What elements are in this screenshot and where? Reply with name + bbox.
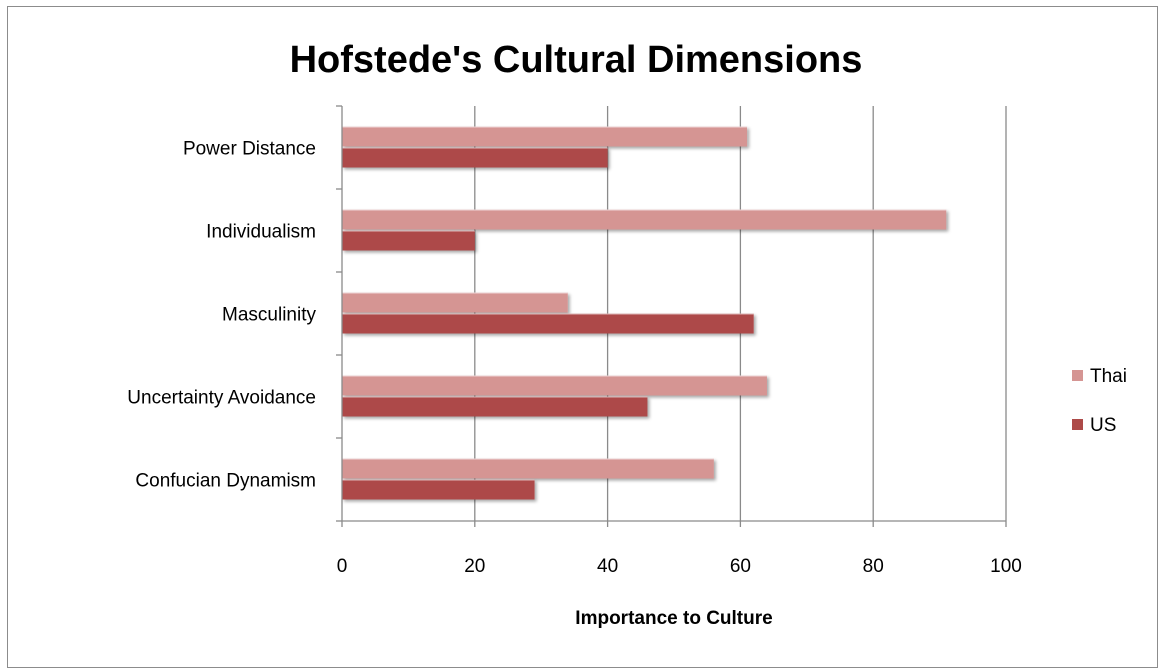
category-label: Confucian Dynamism <box>135 471 316 492</box>
bar-thai-5 <box>342 458 714 479</box>
bar-us-3 <box>342 313 754 334</box>
x-tick-label: 60 <box>730 556 751 577</box>
bar-thai-4 <box>342 375 767 396</box>
legend: Thai US <box>1072 366 1127 436</box>
x-tick-label: 80 <box>863 556 884 577</box>
bar-us-2 <box>342 230 475 251</box>
bar-us-1 <box>342 147 608 168</box>
category-label: Masculinity <box>222 305 316 326</box>
bar-us-5 <box>342 479 535 500</box>
category-label: Power Distance <box>183 139 316 160</box>
legend-swatch-us <box>1072 419 1083 430</box>
x-tick-label: 100 <box>990 556 1022 577</box>
bar-us-4 <box>342 396 648 417</box>
bar-thai-1 <box>342 126 748 147</box>
x-tick-label: 20 <box>464 556 485 577</box>
chart-title: Hofstede's Cultural Dimensions <box>290 39 863 81</box>
bar-thai-3 <box>342 292 568 313</box>
x-tick-label: 0 <box>337 556 348 577</box>
category-labels: Power Distance Individualism Masculinity Un… <box>127 139 316 492</box>
legend-label-thai: Thai <box>1090 366 1127 387</box>
legend-label-us: US <box>1090 415 1116 436</box>
category-label: Individualism <box>206 222 316 243</box>
chart-frame <box>7 6 1158 668</box>
tick-labels: 0 20 40 60 80 100 <box>337 556 1022 577</box>
x-axis-title: Importance to Culture <box>575 608 772 629</box>
category-label: Uncertainty Avoidance <box>127 388 316 409</box>
legend-swatch-thai <box>1072 370 1083 381</box>
x-tick-label: 40 <box>597 556 618 577</box>
bars <box>342 126 947 500</box>
bar-thai-2 <box>342 209 947 230</box>
axes <box>336 105 1007 527</box>
